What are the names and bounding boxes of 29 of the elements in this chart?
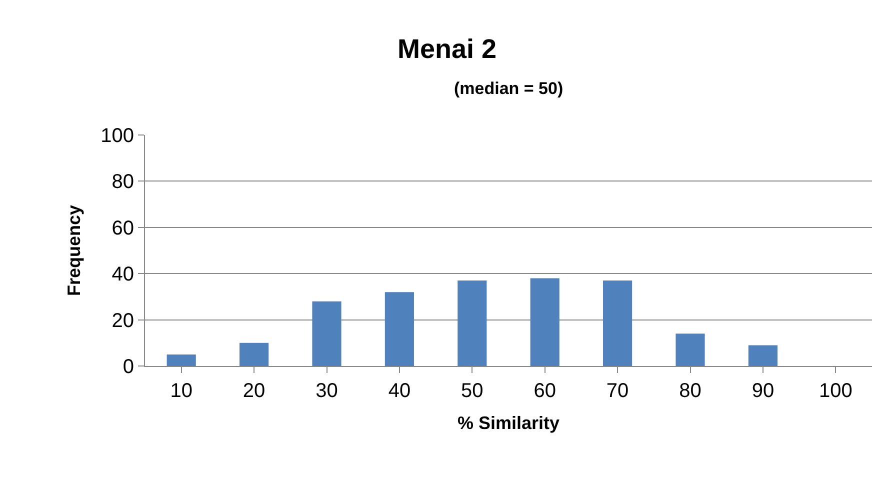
bar (458, 280, 487, 366)
x-tick-label: 40 (388, 380, 411, 402)
x-tick-label: 50 (461, 380, 484, 402)
bar (166, 354, 196, 366)
y-tick-label: 100 (100, 125, 134, 147)
x-tick-label: 30 (316, 380, 338, 402)
x-tick-label: 60 (534, 380, 556, 402)
y-tick-label: 40 (112, 264, 134, 286)
bar (384, 292, 414, 366)
chart-title: Menai 2 (397, 34, 497, 64)
bar (603, 280, 632, 366)
x-tick-label: 90 (752, 380, 774, 402)
x-tick-label: 80 (679, 380, 702, 402)
x-axis-title: % Similarity (457, 413, 560, 434)
y-tick-label: 0 (122, 356, 134, 378)
x-tick-label: 100 (818, 380, 852, 402)
y-tick-label: 80 (112, 171, 134, 194)
x-tick-label: 10 (170, 380, 192, 402)
chart-subtitle: (median = 50) (454, 79, 564, 98)
y-tick-label: 60 (112, 217, 134, 240)
y-tick-label: 20 (112, 310, 134, 332)
bar (312, 301, 342, 366)
x-tick-label: 20 (242, 380, 266, 402)
y-axis-title: Frequency (64, 204, 84, 296)
x-tick-label: 70 (606, 380, 629, 402)
bar (748, 345, 778, 366)
bar (530, 278, 560, 366)
bar (240, 342, 269, 366)
bar (676, 334, 705, 366)
